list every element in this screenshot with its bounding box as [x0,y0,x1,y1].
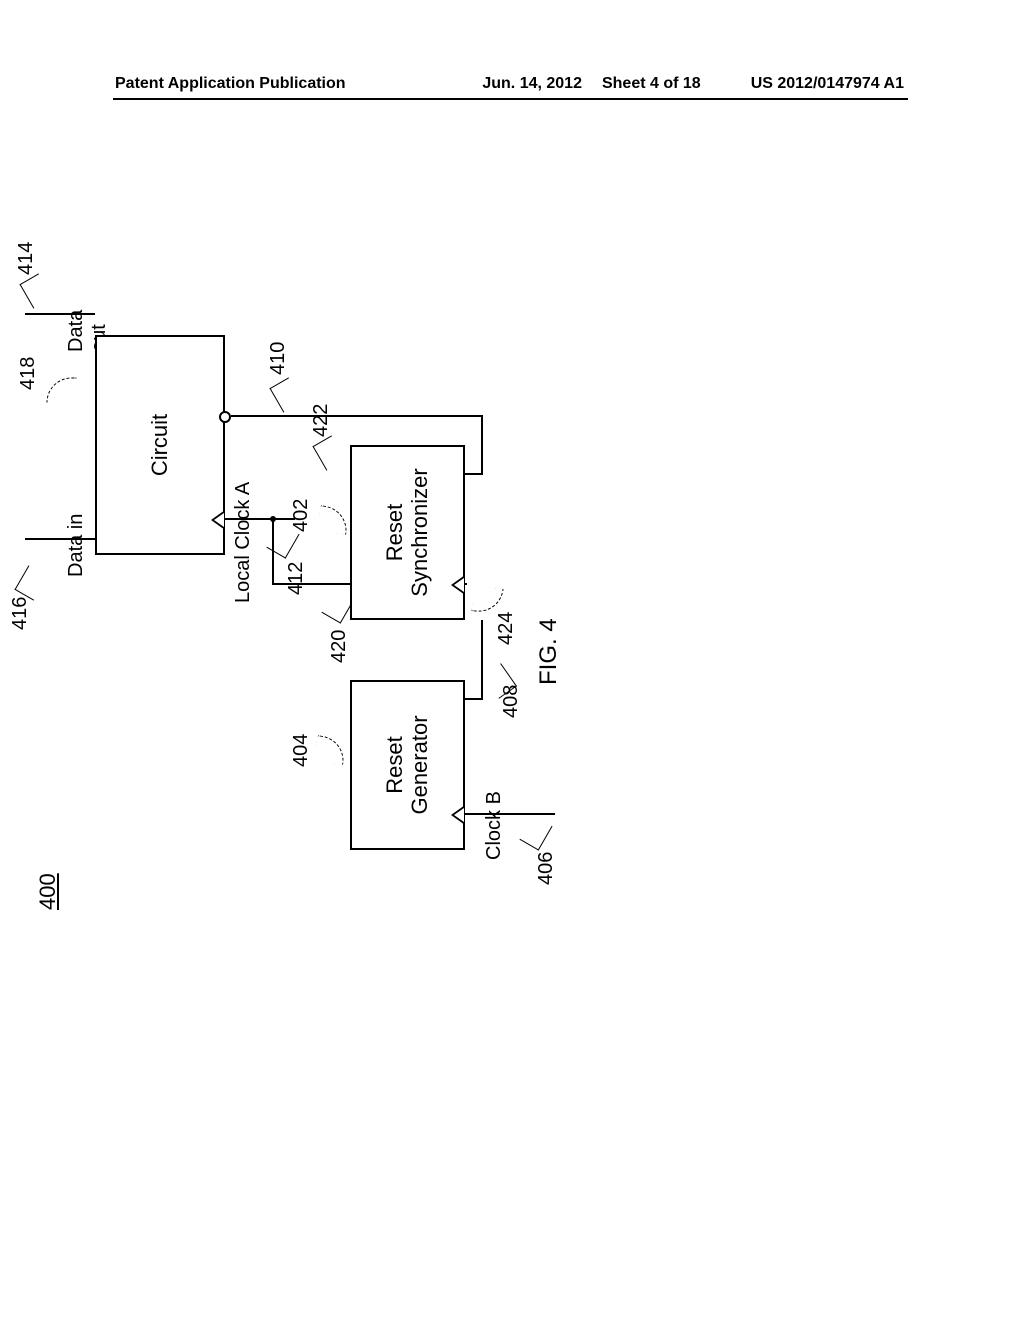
ref-404: 404 [290,734,313,767]
ref-406: 406 [535,852,558,885]
clock-indicator-sync [451,575,465,595]
wire-gen-out-h [481,678,483,700]
page-header: Patent Application Publication Jun. 14, … [0,75,1024,93]
ref-418: 418 [17,357,40,390]
publication-label: Patent Application Publication [115,75,346,93]
clock-indicator-circuit [211,510,225,530]
diagram-title-ref: 400 [35,873,61,910]
ref-420: 420 [328,630,351,663]
clock-indicator-gen [451,805,465,825]
ref-408: 408 [500,685,523,718]
ref-leader-406 [519,815,552,850]
wire-nreset-v [231,415,481,417]
ref-402: 402 [290,499,313,532]
wire-gen-to-sync-h [481,620,483,680]
block-circuit-label: Circuit [147,414,173,476]
ref-leader-416 [14,565,47,600]
ref-414: 414 [15,242,38,275]
block-reset-synchronizer-label: Reset Synchronizer [383,468,431,596]
block-circuit: Circuit [95,335,225,555]
ref-leader-418 [47,378,77,403]
wire-nreset-v2 [465,473,483,475]
ref-412: 412 [285,562,308,595]
ref-410: 410 [267,342,290,375]
ref-422: 422 [310,404,333,437]
ref-leader-404 [314,735,348,765]
wire-nreset-h1 [481,415,483,475]
ref-leader-414 [19,273,52,308]
wire-clock-a-branch-h [272,519,274,585]
block-reset-generator: Reset Generator [350,680,465,850]
wire-clock-b [465,813,555,815]
label-data-in: Data in [65,514,88,577]
ref-leader-424 [471,586,503,614]
ref-424: 424 [495,612,518,645]
block-reset-synchronizer: Reset Synchronizer [350,445,465,620]
ref-leader-402 [317,505,351,535]
nreset-bubble-icon [219,411,231,423]
sheet-number: Sheet 4 of 18 [602,75,701,93]
label-local-clock-a: Local Clock A [232,482,255,603]
block-reset-generator-label: Reset Generator [383,715,431,814]
ref-416: 416 [9,597,32,630]
block-diagram: 400 Data in 416 Data out 414 Circuit 418… [75,465,855,895]
ref-leader-410 [269,377,302,412]
ref-leader-422 [312,435,345,470]
publication-date: Jun. 14, 2012 [482,75,582,93]
publication-number: US 2012/0147974 A1 [751,75,904,93]
figure-label: FIG. 4 [535,618,563,685]
header-rule [113,98,908,100]
label-clock-b: Clock B [483,791,506,860]
